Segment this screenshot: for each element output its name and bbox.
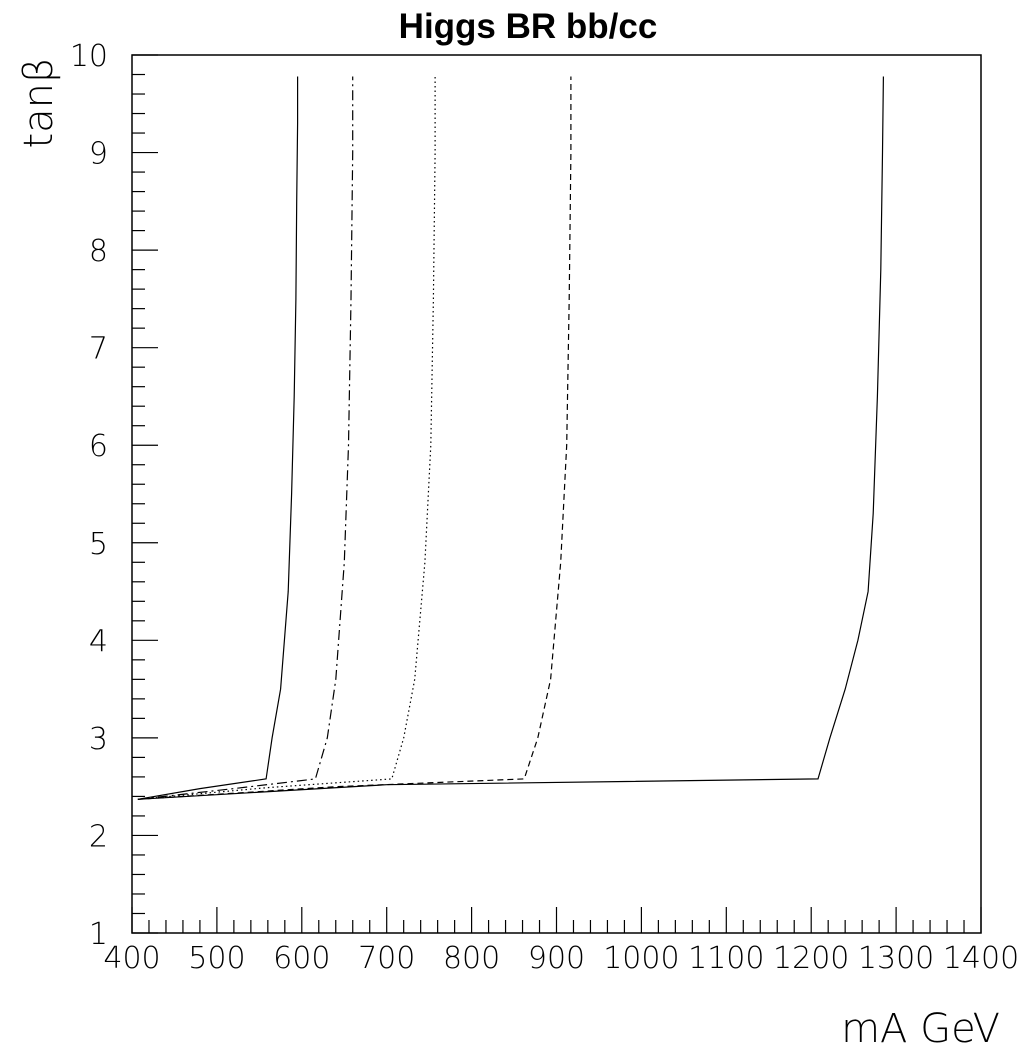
y-tick-label: 2 xyxy=(89,819,108,854)
y-tick-label: 10 xyxy=(70,39,108,74)
y-tick-labels: 1 2 3 4 5 6 7 8 9 10 xyxy=(70,39,108,952)
series-line-2 xyxy=(137,76,354,800)
x-axis-label: mA GeV xyxy=(841,1006,1000,1051)
x-tick-labels: 400 500 600 700 800 900 1000 1100 1200 1300 1400 xyxy=(103,941,1019,976)
y-tick-label: 9 xyxy=(89,137,108,172)
x-tick-label: 800 xyxy=(443,941,500,976)
series-line-4 xyxy=(137,76,572,800)
x-tick-label: 900 xyxy=(528,941,585,976)
chart-title: Higgs BR bb/cc xyxy=(399,7,658,46)
series-line-5 xyxy=(137,76,884,800)
x-tick-label: 1100 xyxy=(688,941,764,976)
series-line-3 xyxy=(137,76,436,800)
y-tick-label: 5 xyxy=(89,527,108,562)
series-line-1 xyxy=(137,76,299,800)
x-tick-label: 700 xyxy=(358,941,415,976)
y-tick-label: 1 xyxy=(89,917,108,952)
x-tick-label: 500 xyxy=(188,941,245,976)
y-tick-label: 4 xyxy=(89,624,108,659)
plot-frame xyxy=(131,54,982,934)
x-tick-label: 1400 xyxy=(943,941,1019,976)
y-tick-label: 3 xyxy=(89,722,108,757)
x-tick-label: 1200 xyxy=(773,941,849,976)
series-group xyxy=(137,76,884,800)
y-tick-label: 6 xyxy=(89,429,108,464)
minor-ticks xyxy=(132,73,965,933)
y-axis-label: tanβ xyxy=(16,57,62,148)
x-tick-label: 400 xyxy=(103,941,160,976)
y-tick-label: 7 xyxy=(89,332,108,367)
x-tick-label: 1000 xyxy=(603,941,679,976)
x-tick-label: 600 xyxy=(273,941,330,976)
major-ticks xyxy=(131,54,982,934)
x-tick-label: 1300 xyxy=(858,941,934,976)
y-tick-label: 8 xyxy=(89,234,108,269)
